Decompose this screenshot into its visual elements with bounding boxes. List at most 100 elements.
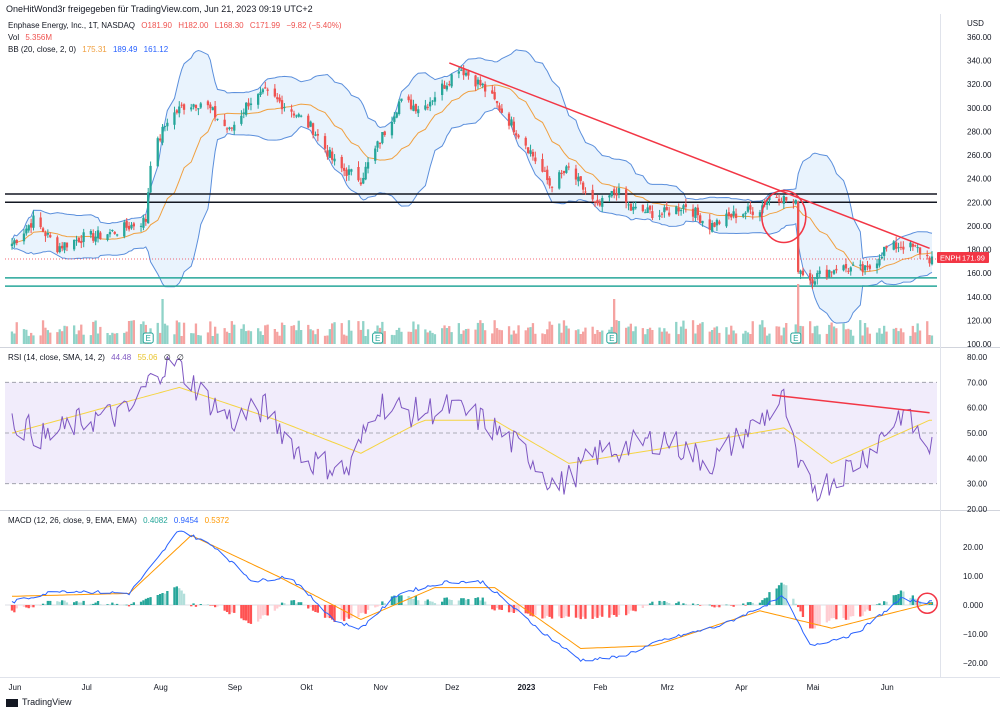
volume-bar [629, 323, 632, 344]
earnings-marker[interactable] [606, 332, 618, 344]
macd-histogram-bar [194, 605, 198, 607]
candle-body [25, 228, 28, 234]
volume-bar [297, 320, 300, 344]
candle-body [682, 205, 685, 209]
macd-histogram-bar [479, 600, 482, 605]
currency-label: USD [967, 19, 984, 28]
rsi-axis-tick: 50.00 [967, 429, 988, 438]
volume-bar [323, 335, 327, 344]
candle-body [799, 270, 802, 274]
macd-histogram-bar [431, 601, 434, 605]
price-trendline[interactable] [449, 62, 930, 250]
volume-bar [429, 330, 432, 344]
macd-histogram-bar [548, 605, 551, 617]
volume-bar [474, 329, 477, 344]
price-axis-tick: 320.00 [967, 80, 992, 89]
macd-histogram-bar [139, 601, 143, 605]
price-axis-tick: 300.00 [967, 104, 992, 113]
macd-histogram-bar [233, 605, 236, 613]
macd-histogram-bar [44, 604, 47, 605]
price-axis-tick: 100.00 [967, 340, 992, 349]
macd-histogram-bar [417, 600, 420, 605]
candle-body [596, 199, 599, 204]
volume-bar [450, 332, 453, 344]
volume-bar [199, 335, 202, 344]
macd-histogram-bar [316, 605, 319, 613]
volume-bar [565, 325, 568, 344]
candle-body [926, 255, 929, 257]
macd-histogram-bar [297, 602, 300, 605]
candle-body [364, 166, 367, 180]
earnings-marker-label: E [793, 334, 798, 343]
volume-bar [467, 328, 470, 344]
candle-body [866, 265, 869, 268]
candle-body [811, 279, 814, 284]
volume-bar [641, 328, 644, 344]
candle-body [510, 119, 513, 126]
volume-bar [96, 333, 100, 344]
volume-bar [715, 326, 719, 344]
volume-bar [443, 325, 446, 344]
macd-histogram-bar [830, 605, 833, 619]
candle-body [809, 273, 812, 281]
time-axis-tick: Jun [9, 683, 22, 692]
macd-histogram-bar [648, 603, 652, 605]
volume-bar [809, 321, 812, 344]
candle-body [211, 107, 214, 111]
legend-low: L168.30 [214, 21, 244, 30]
macd-highlight-circle[interactable] [916, 592, 938, 615]
macd-histogram-bar [701, 605, 704, 606]
macd-histogram-bar [668, 603, 671, 605]
earnings-marker[interactable] [142, 332, 154, 344]
legend-rsi-a: ∅ [163, 353, 171, 362]
volume-bar [448, 326, 451, 344]
candle-body [15, 240, 18, 243]
macd-histogram-bar [41, 603, 45, 605]
volume-bar [357, 321, 360, 344]
macd-histogram-bar [811, 605, 814, 629]
volume-bar [116, 333, 119, 344]
macd-axis-tick: −20.00 [963, 659, 988, 668]
macd-histogram-bar [813, 605, 816, 629]
candle-body [216, 118, 219, 120]
volume-bar [842, 323, 845, 344]
macd-histogram-bar [278, 605, 281, 607]
macd-histogram-bar [142, 600, 145, 605]
candle-body [909, 242, 912, 248]
candle-body [180, 104, 183, 106]
volume-bar [257, 328, 260, 344]
rsi-trendline[interactable] [771, 394, 930, 414]
volume-bar [648, 327, 652, 344]
candle-body [276, 97, 279, 100]
candle-body [794, 199, 797, 204]
legend-open: O181.90 [141, 21, 172, 30]
macd-histogram-bar [178, 588, 181, 605]
earnings-marker[interactable] [372, 332, 384, 344]
volume-bar [828, 324, 831, 344]
macd-histogram-bar [92, 603, 95, 605]
macd-histogram-bar [73, 602, 76, 605]
macd-histogram-bar [407, 596, 410, 605]
candle-body [658, 215, 661, 217]
macd-histogram-bar [761, 600, 764, 605]
volume-bar [584, 327, 587, 344]
candle-body [80, 240, 83, 244]
earnings-marker[interactable] [790, 332, 802, 344]
volume-bar [832, 326, 836, 344]
highlight-circle[interactable] [761, 189, 807, 244]
macd-histogram-bar [699, 605, 702, 606]
macd-histogram-bar [106, 604, 109, 605]
macd-histogram-bar [711, 605, 714, 607]
candle-body [625, 189, 628, 203]
volume-bar [529, 327, 532, 344]
macd-histogram-bar [768, 592, 771, 605]
candle-body [178, 106, 181, 114]
macd-pane[interactable] [5, 511, 940, 677]
candle-body [899, 246, 903, 248]
candle-body [527, 147, 530, 153]
candle-body [493, 92, 496, 100]
macd-histogram-bar [646, 605, 649, 606]
axis-labels: 360.00 340.00 320.00 300.00 280.00 260.00 240.… [963, 33, 992, 668]
candle-body [359, 182, 362, 185]
